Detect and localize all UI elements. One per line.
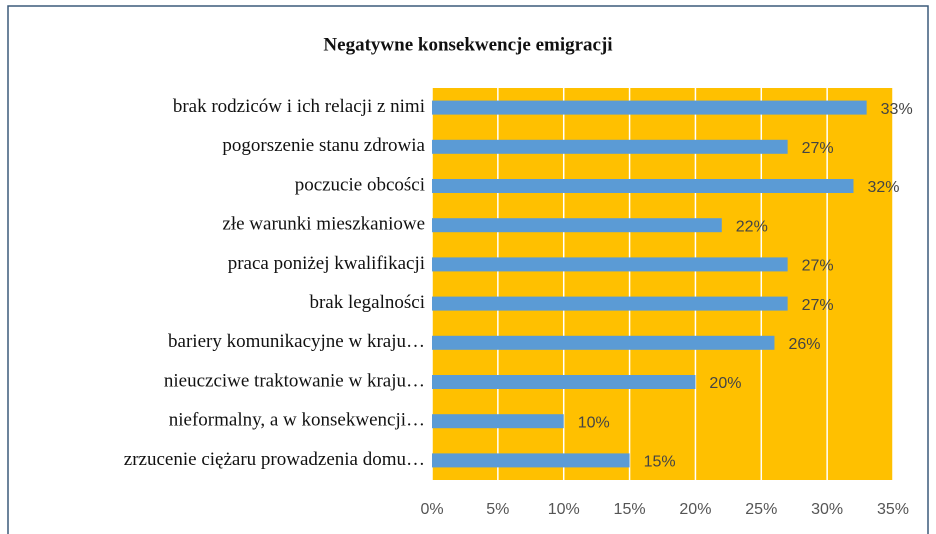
y-tick-label: brak rodziców i ich relacji z nimi <box>173 96 425 117</box>
x-tick-label: 0% <box>420 501 443 518</box>
x-tick-label: 20% <box>679 501 711 518</box>
x-tick-label: 30% <box>811 501 843 518</box>
value-label: 27% <box>802 297 834 314</box>
y-tick-label: zrzucenie ciężaru prowadzenia domu… <box>124 449 425 470</box>
bar <box>432 218 722 233</box>
bar <box>432 453 630 468</box>
bar <box>432 139 788 154</box>
y-tick-label: poczucie obcości <box>295 174 425 195</box>
value-label: 32% <box>867 179 899 196</box>
bar <box>432 257 788 272</box>
x-tick-label: 35% <box>877 501 909 518</box>
x-tick-label: 10% <box>548 501 580 518</box>
x-tick-label: 25% <box>745 501 777 518</box>
y-tick-label: złe warunki mieszkaniowe <box>222 214 425 235</box>
value-label: 15% <box>644 454 676 471</box>
y-tick-label: brak legalności <box>309 292 425 313</box>
value-label: 27% <box>802 258 834 275</box>
y-tick-label: nieformalny, a w konsekwencji… <box>169 410 425 431</box>
bar <box>432 179 854 193</box>
bar <box>432 375 696 389</box>
value-label: 33% <box>881 101 913 118</box>
value-label: 20% <box>709 375 741 392</box>
bar <box>432 335 775 350</box>
value-label: 22% <box>736 218 768 235</box>
value-label: 10% <box>578 414 610 431</box>
bar <box>432 100 867 115</box>
value-label: 27% <box>802 140 834 157</box>
value-label: 26% <box>788 336 820 353</box>
y-tick-label: pogorszenie stanu zdrowia <box>222 135 425 156</box>
y-tick-label: nieuczciwe traktowanie w kraju… <box>164 370 425 391</box>
x-tick-label: 15% <box>614 501 646 518</box>
chart-title: Negatywne konsekwencje emigracji <box>323 34 612 55</box>
x-tick-label: 5% <box>486 501 509 518</box>
bar <box>432 414 564 429</box>
bar <box>432 296 788 311</box>
y-tick-label: praca poniżej kwalifikacji <box>228 253 425 274</box>
y-tick-label: bariery komunikacyjne w kraju… <box>168 331 425 352</box>
